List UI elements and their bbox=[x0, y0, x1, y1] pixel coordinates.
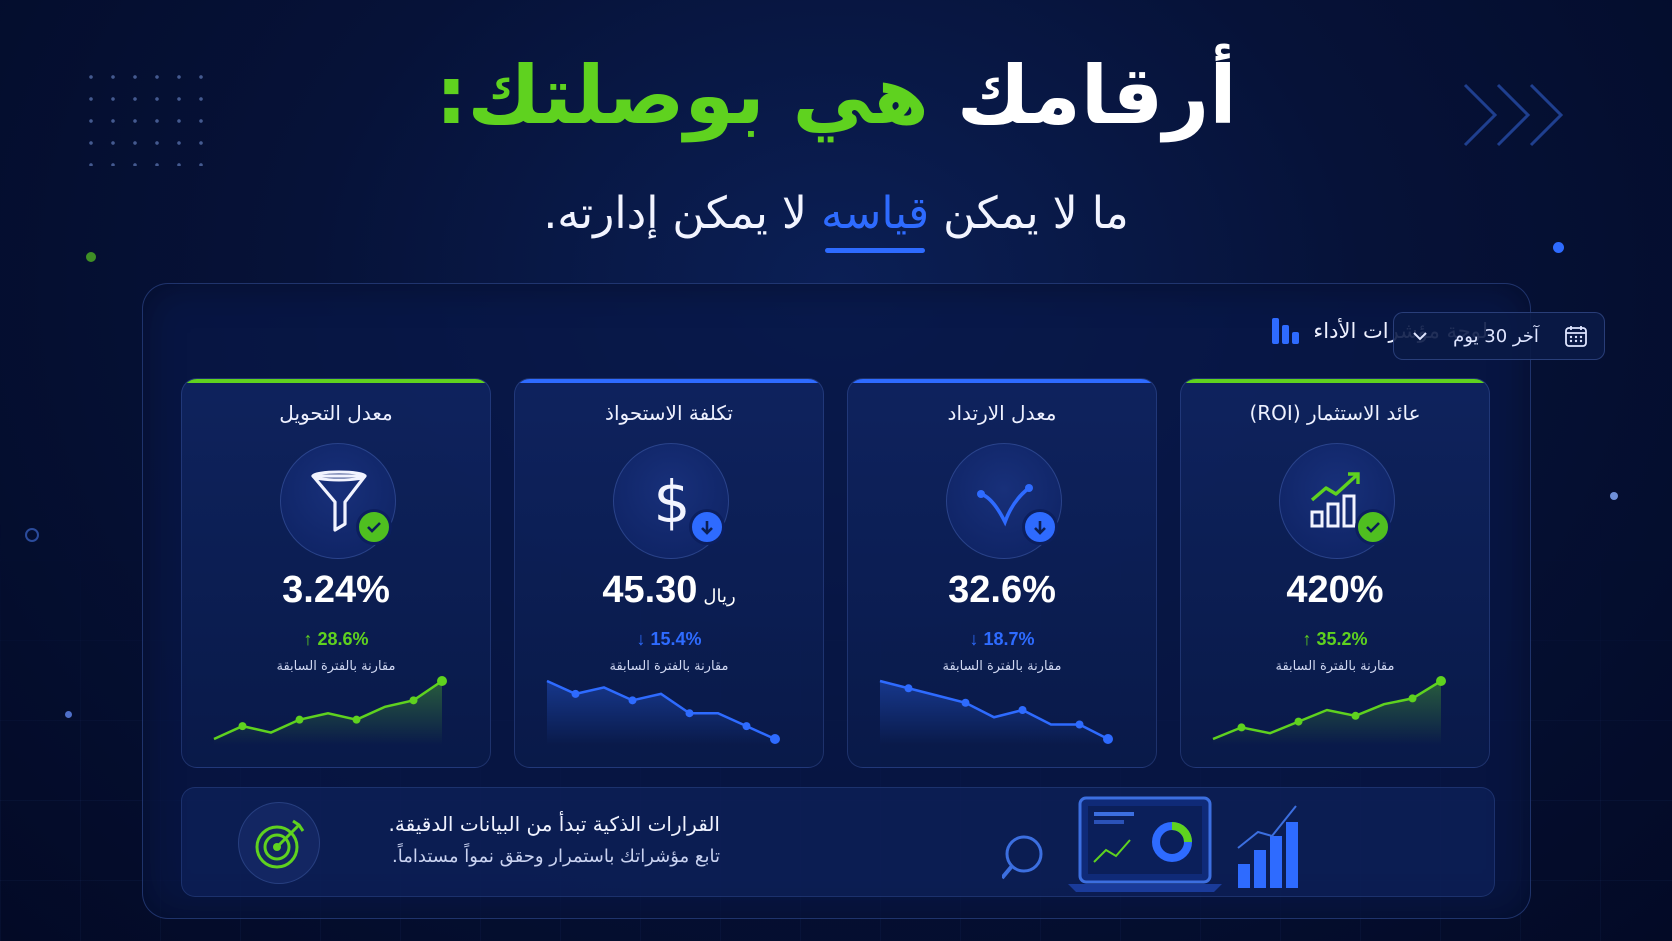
sparkline-point bbox=[1237, 723, 1246, 732]
sparkline-point bbox=[628, 696, 637, 705]
check-icon bbox=[356, 509, 392, 545]
insight-line1: القرارات الذكية تبدأ من البيانات الدقيقة… bbox=[388, 812, 720, 836]
chevrons-decoration bbox=[1463, 83, 1564, 147]
sparkline bbox=[1212, 676, 1446, 745]
sparkline-point bbox=[409, 696, 418, 705]
kpi-value: 45.30 ريال bbox=[602, 569, 736, 611]
sparkline-point bbox=[238, 722, 247, 731]
dot-pattern bbox=[80, 66, 210, 166]
kpi-card-roi[interactable]: عائد الاستثمار (ROI) 420% ↑ 35.2% مقارنة… bbox=[1180, 378, 1490, 768]
sparkline-point bbox=[1018, 706, 1027, 714]
sparkline-line bbox=[1212, 679, 1442, 741]
sparkline bbox=[213, 676, 447, 745]
sparkline-point bbox=[352, 715, 361, 724]
kpi-card-cac[interactable]: تكلفة الاستحواذ $ 45.30 ريال ↓ 15.4% مقار… bbox=[514, 378, 824, 768]
hero-subtitle-highlight: قياسه bbox=[820, 188, 930, 253]
insight-line2: تابع مؤشراتك باستمرار وحقق نمواً مستداما… bbox=[392, 846, 720, 867]
kpi-title: معدل الارتداد bbox=[947, 401, 1057, 425]
laptop-analytics-illustration bbox=[1002, 796, 1298, 892]
sparkline-point bbox=[1075, 720, 1084, 729]
dashboard-panel: لوحة مؤشرات الأداء آخر 30 يوم معدل التحو… bbox=[142, 283, 1605, 919]
kpi-compare: مقارنة بالفترة السابقة bbox=[609, 659, 729, 674]
hero-subtitle-part1: ما لا يمكن bbox=[943, 188, 1129, 239]
currency-unit: ريال bbox=[703, 586, 736, 606]
sparkline-line bbox=[546, 679, 776, 741]
decor-dot-small-left bbox=[65, 711, 72, 718]
decor-dot-blue bbox=[1553, 242, 1564, 253]
growth-chart-icon bbox=[1310, 472, 1360, 528]
sparkline bbox=[879, 679, 1113, 745]
card-accent-bar bbox=[515, 379, 823, 383]
kpi-value: 420% bbox=[1286, 569, 1384, 611]
sparkline-line bbox=[879, 679, 1109, 741]
bounce-icon bbox=[977, 484, 1033, 527]
kpi-compare: مقارنة بالفترة السابقة bbox=[1275, 659, 1395, 674]
decor-dot-green bbox=[86, 252, 96, 262]
kpi-card-conversion[interactable]: معدل التحويل 3.24% ↑ 28.6% مقارنة بالفتر… bbox=[181, 378, 491, 768]
check-icon bbox=[1355, 509, 1391, 545]
sparkline-area bbox=[547, 681, 775, 745]
kpi-delta: ↓ 15.4% bbox=[636, 629, 702, 649]
hero-title: أرقامك هي بوصلتك: bbox=[0, 50, 1672, 142]
arrow-down-icon bbox=[689, 509, 725, 545]
period-dropdown[interactable]: آخر 30 يوم bbox=[1393, 312, 1605, 360]
sparkline-point bbox=[571, 689, 580, 698]
hero-subtitle: ما لا يمكن قياسه لا يمكن إدارته. bbox=[0, 188, 1672, 253]
magnifier-icon bbox=[1002, 835, 1043, 880]
chevron-down-icon bbox=[1413, 332, 1427, 341]
sparkline-point bbox=[1294, 717, 1303, 726]
card-accent-bar bbox=[182, 379, 490, 383]
card-accent-bar bbox=[848, 379, 1156, 383]
decor-ring bbox=[25, 528, 39, 542]
sparkline-point bbox=[904, 684, 913, 693]
kpi-card-bounce[interactable]: معدل الارتداد 32.6% ↓ 18.7% مقارنة بالفت… bbox=[847, 378, 1157, 768]
hero-title-part2: هي بوصلتك: bbox=[435, 49, 929, 142]
hero-title-part1: أرقامك bbox=[956, 49, 1237, 142]
sparkline-area bbox=[1213, 681, 1441, 745]
kpi-title: عائد الاستثمار (ROI) bbox=[1249, 401, 1421, 425]
arrow-down-icon bbox=[1022, 509, 1058, 545]
sparkline-point bbox=[295, 715, 304, 724]
sparkline-point bbox=[1103, 734, 1113, 744]
sparkline-area bbox=[214, 681, 442, 745]
bar-chart-icon bbox=[1272, 318, 1300, 344]
kpi-value: 3.24% bbox=[282, 569, 390, 611]
kpi-compare: مقارنة بالفترة السابقة bbox=[276, 659, 396, 674]
period-label: آخر 30 يوم bbox=[1453, 325, 1539, 347]
insight-banner: القرارات الذكية تبدأ من البيانات الدقيقة… bbox=[181, 787, 1495, 897]
kpi-compare: مقارنة بالفترة السابقة bbox=[942, 659, 1062, 674]
sparkline bbox=[546, 679, 780, 745]
sparkline-point bbox=[437, 676, 447, 686]
kpi-delta: ↑ 35.2% bbox=[1302, 629, 1368, 649]
hero-subtitle-part2: لا يمكن إدارته. bbox=[543, 188, 807, 239]
sparkline-point bbox=[770, 734, 780, 744]
kpi-title: معدل التحويل bbox=[279, 401, 393, 425]
card-accent-bar bbox=[1181, 379, 1489, 383]
sparkline-area bbox=[880, 681, 1108, 745]
sparkline-point bbox=[1351, 711, 1360, 720]
insight-text: القرارات الذكية تبدأ من البيانات الدقيقة… bbox=[389, 812, 720, 867]
sparkline-point bbox=[961, 698, 970, 707]
sparkline-point bbox=[1436, 676, 1446, 686]
kpi-title: تكلفة الاستحواذ bbox=[605, 401, 733, 425]
calendar-icon bbox=[1565, 326, 1587, 347]
kpi-delta: ↑ 28.6% bbox=[303, 629, 369, 649]
target-icon bbox=[255, 819, 305, 869]
laptop-icon bbox=[1068, 796, 1222, 892]
growth-bars-icon bbox=[1237, 805, 1298, 888]
sparkline-point bbox=[1408, 694, 1417, 703]
sparkline-point bbox=[742, 722, 751, 731]
svg-text:$: $ bbox=[654, 470, 691, 534]
kpi-value: 32.6% bbox=[948, 569, 1056, 611]
dollar-icon: $ bbox=[654, 470, 691, 534]
sparkline-point bbox=[685, 709, 694, 718]
kpi-delta: ↓ 18.7% bbox=[969, 629, 1035, 649]
sparkline-line bbox=[213, 679, 443, 741]
target-icon-wrap bbox=[238, 802, 320, 884]
funnel-icon bbox=[311, 470, 367, 532]
decor-dot-small bbox=[1610, 492, 1618, 500]
